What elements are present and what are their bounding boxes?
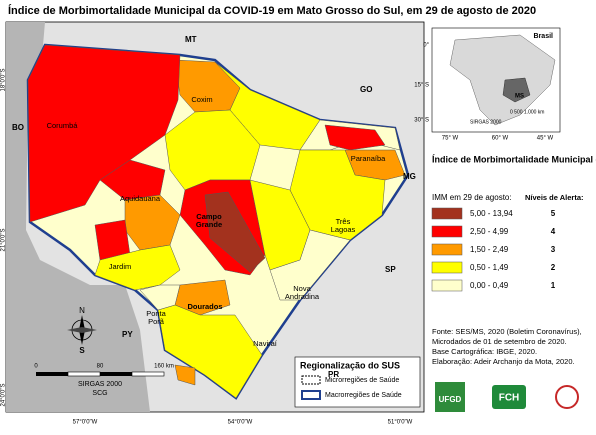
legend-level: 5 [551,209,556,218]
city-label: Campo Grande [195,212,223,229]
regionalization-item: Macrorregiões de Saúde [325,392,402,399]
state-label: PR [328,370,339,379]
scale-bar [36,371,165,377]
city-label: Corumbá [46,121,78,130]
logo-ufgd [435,382,465,412]
municipality [139,284,181,311]
legend-swatch [431,261,463,274]
micro-swatch [301,375,321,385]
legend-levels-title: Níveis de Alerta: [525,193,584,202]
macro-swatch [301,390,321,400]
regionalization-title: Regionalização do SUS [300,360,400,370]
inset-lat: 0° [423,43,429,49]
compass-south: S [79,346,85,355]
compass [67,315,97,345]
source-line: Microdados de 01 de setembro de 2020. [432,337,567,346]
state-label: SP [385,265,396,274]
source-line: Elaboração: Adeir Archanjo da Mota, 2020… [432,357,575,366]
scale-label: 160 km [154,364,174,370]
compass-north: N [79,306,85,315]
legend-subtitle: IMM em 29 de agosto: [432,193,512,202]
inset-lon: 60° W [492,136,509,142]
legend-range: 0,50 - 1,49 [470,263,509,272]
city-label: Jardim [108,262,132,271]
inset-lat: 15° S [414,83,429,89]
inset-brazil [449,34,556,126]
inset-lon: 45° W [537,136,554,142]
legend-title: Índice de Morbimortalidade Municipal da … [432,154,596,164]
lat-label: 24°0'0"S [1,383,7,406]
city-label: Três Lagoas [330,217,356,234]
city-label: Naviraí [253,339,277,348]
city-label: Dourados [187,302,223,311]
inset-title: Brasil [534,33,554,40]
city-label: Coxim [191,95,213,104]
municipalities [27,44,406,399]
legend-swatch [431,225,463,238]
lon-label: 54°0'0"W [228,420,253,426]
city-label: Ponta Porã [146,309,166,326]
municipality [204,191,266,273]
lon-label: 51°0'0"W [388,420,413,426]
city-label: Aquidauana [119,194,161,203]
legend-range: 0,00 - 0,49 [470,281,509,290]
neighbor-country [6,22,150,412]
municipality [214,61,321,151]
legend-level: 4 [551,227,556,236]
inset-datum: SIRGAS 2000 [470,119,502,125]
municipality [99,159,166,201]
logo-text: UFGD [439,395,462,404]
scale-label: 80 [97,364,104,370]
legend-swatch [431,279,463,292]
regionalization-item: Microrregiões de Saúde [325,377,399,384]
source-line: Base Cartográfica: IBGE, 2020. [432,347,537,356]
municipality [94,244,181,291]
city-label: Nova Andradina [284,284,320,301]
municipality [157,304,263,399]
inset-scale: 0 500 1.000 km [510,109,544,115]
legend-range: 5,00 - 13,94 [470,209,513,218]
inset-lon: 75° W [442,136,459,142]
state-label: PY [122,330,133,339]
scale-label: 0 [34,364,38,370]
state-label: MT [185,35,197,44]
municipality [174,364,196,386]
municipality [324,124,386,151]
lat-label: 18°0'0"S [1,68,7,91]
state-label: MG [403,172,416,181]
logo-fch [492,385,526,409]
legend-level: 3 [551,245,556,254]
inset-lat: 30° S [414,118,429,124]
legend-range: 1,50 - 2,49 [470,245,509,254]
city-label: Paranaíba [350,154,386,163]
state-label: GO [360,85,372,94]
logo-ses [555,385,579,409]
legend-level: 2 [551,263,556,272]
legend-swatch [431,243,463,256]
legend-swatch [431,207,463,220]
legend-range: 2,50 - 4,99 [470,227,509,236]
title: Índice de Morbimortalidade Municipal da … [8,4,536,17]
municipality [269,229,351,301]
lon-label: 57°0'0"W [73,420,98,426]
inset-label: MS [515,94,524,100]
inset-ms [502,77,531,103]
logo-text: FCH [499,393,520,404]
projection: SCG [92,390,107,397]
source-line: Fonte: SES/MS, 2020 (Boletim Coronavírus… [432,327,582,336]
legend-level: 1 [551,281,556,290]
datum: SIRGAS 2000 [78,381,122,388]
lat-label: 21°0'0"S [1,228,7,251]
state-label: BO [12,123,24,132]
